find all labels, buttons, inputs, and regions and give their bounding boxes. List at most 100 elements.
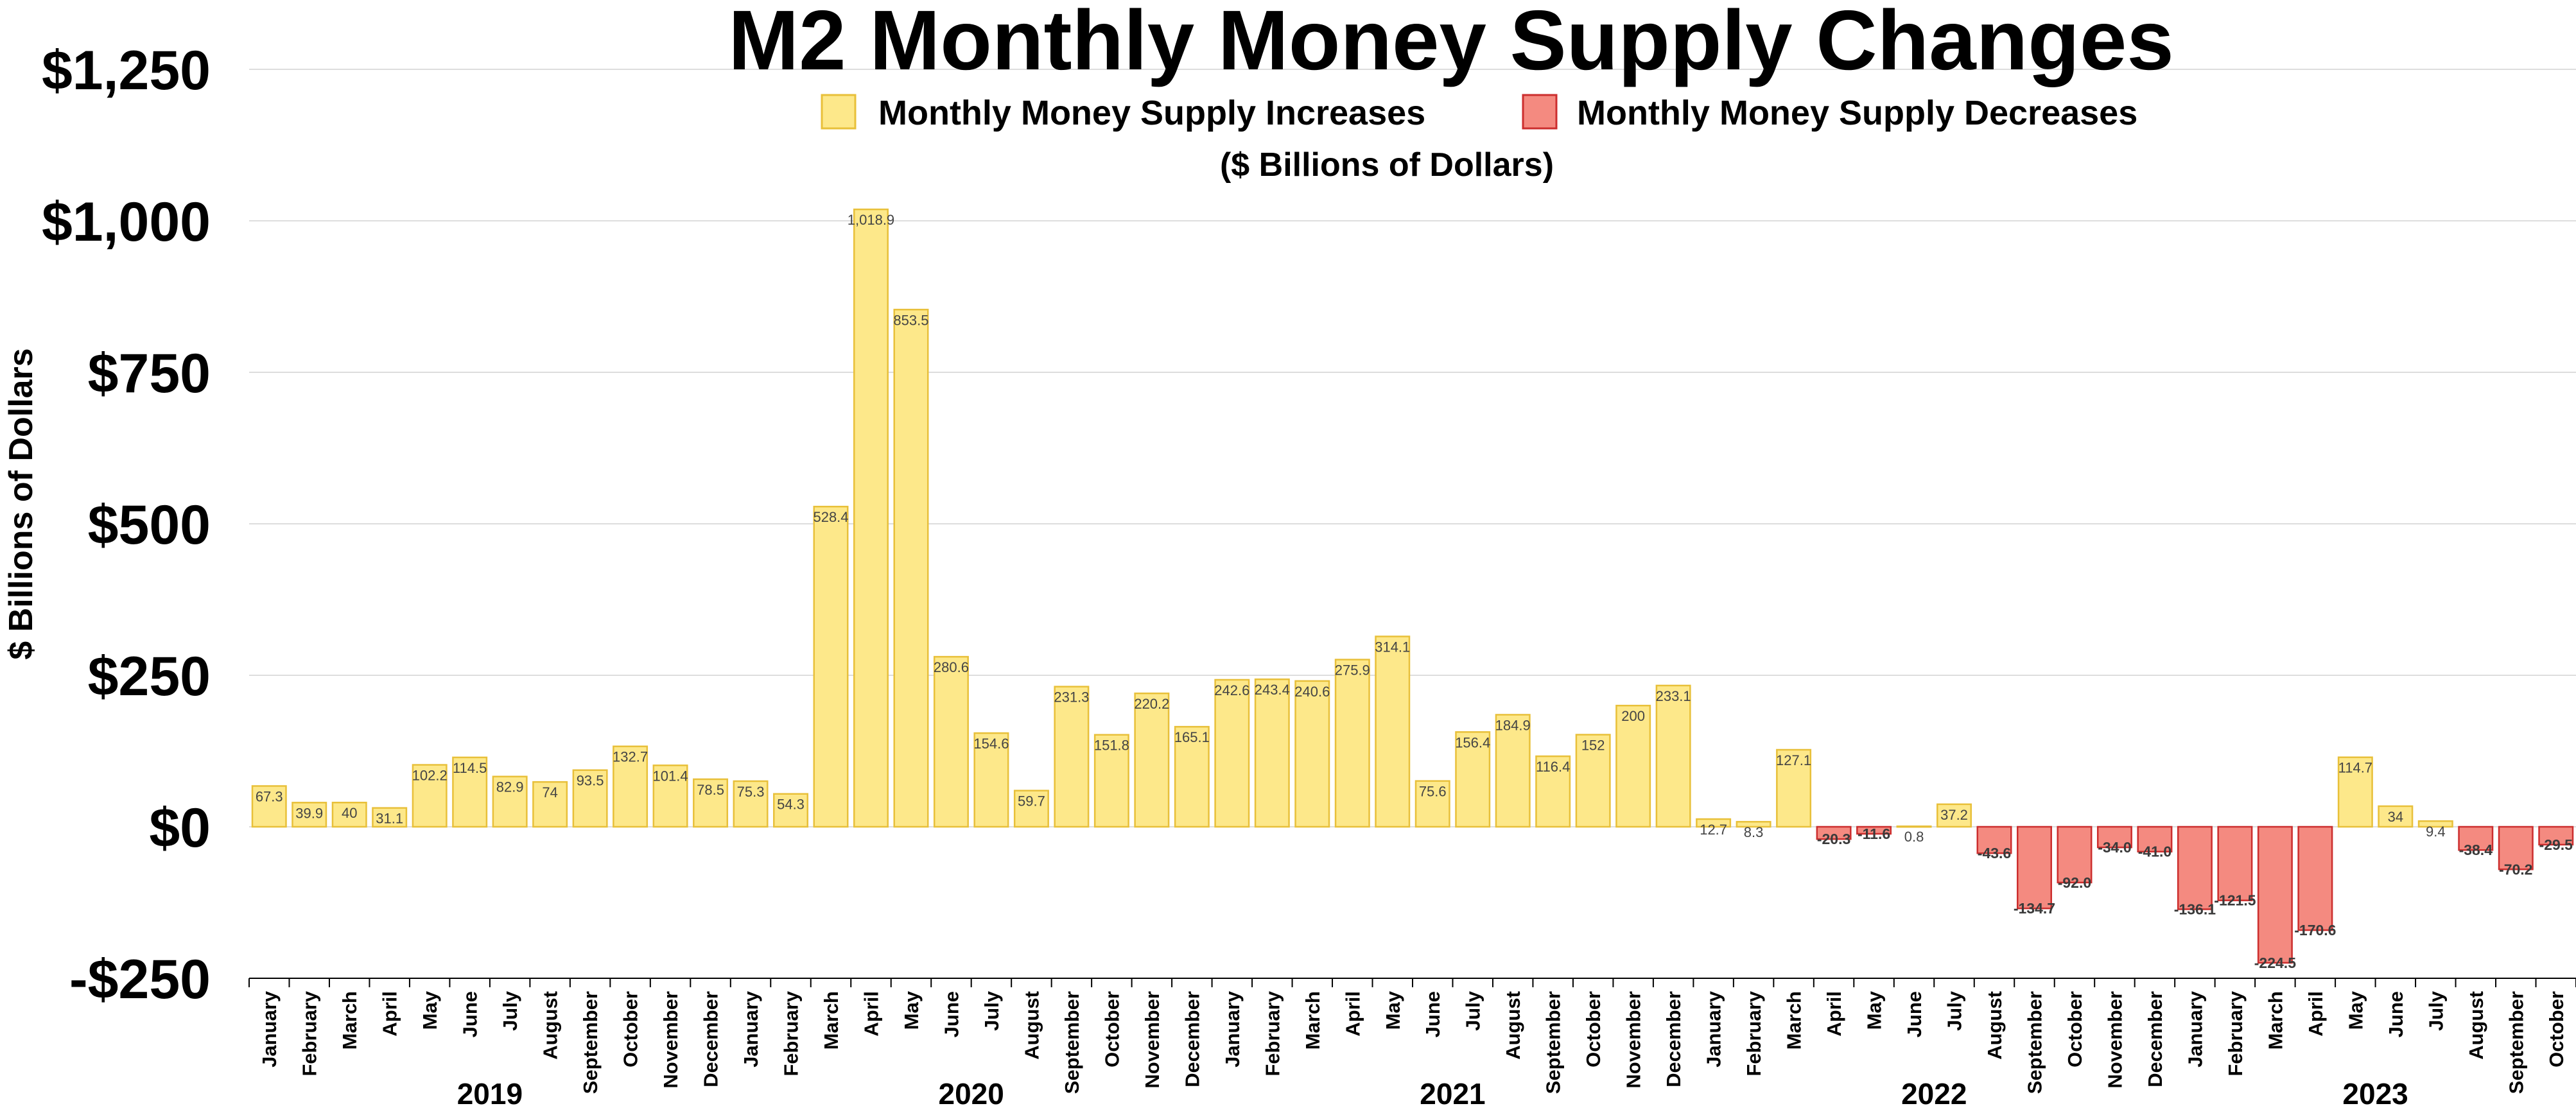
data-labels: 67.3 39.9 40 31.1 102.2 114.5 82.9 74 93.5 132.7 1… (256, 212, 2573, 971)
bar-value-label: 280.6 (934, 659, 969, 675)
bar-value-label: 12.7 (1700, 822, 1727, 838)
x-tick-label: August (539, 991, 562, 1060)
bar-value-label: 93.5 (577, 773, 604, 789)
bar-increase (292, 802, 327, 828)
bar-increase (693, 778, 729, 828)
x-tick-label: January (1221, 990, 1244, 1067)
bar-increase (1455, 731, 1491, 828)
x-tick-label: November (1623, 991, 1645, 1089)
bar-decrease (1856, 825, 1892, 835)
bar-decrease (2057, 825, 2093, 884)
bar-increase (893, 309, 929, 828)
bar-increase (1655, 684, 1691, 828)
x-tick-label: August (2465, 991, 2487, 1060)
x-tick-label: January (2184, 990, 2206, 1067)
bar-value-label: 9.4 (2426, 824, 2446, 840)
bar-value-label: 8.3 (1744, 824, 1764, 840)
bar-value-label: 34 (2388, 809, 2403, 825)
x-tick-label: September (579, 991, 602, 1094)
x-tick-label: July (980, 990, 1003, 1031)
bar-increase (2337, 756, 2373, 828)
bar-value-label: 233.1 (1656, 688, 1691, 704)
bar-increase (1615, 704, 1651, 828)
bar-value-label: 67.3 (256, 788, 283, 804)
bar-value-label: 184.9 (1495, 717, 1531, 733)
bar-value-label: 74 (542, 784, 557, 800)
x-tick-label: May (2344, 990, 2367, 1030)
x-tick-label: October (2064, 991, 2086, 1067)
x-tick-label: April (1341, 991, 1364, 1037)
year-label: 2020 (939, 1077, 1004, 1111)
y-axis-label: $ Billions of Dollars (3, 348, 40, 659)
x-tick-label: March (1301, 991, 1324, 1050)
x-tick-label: January (1703, 990, 1725, 1067)
bar-value-label: 242.6 (1214, 682, 1249, 698)
bar-value-label: 114.7 (2338, 760, 2372, 776)
bar-decrease (2177, 825, 2213, 910)
bar-value-label: -170.6 (2294, 922, 2336, 938)
bar-value-label: 78.5 (697, 782, 724, 798)
bar-value-label: -134.7 (2014, 900, 2055, 917)
bar-value-label: 275.9 (1335, 662, 1370, 679)
x-tick-label: February (1743, 990, 1765, 1076)
bar-decrease (2297, 825, 2333, 931)
bar-increase (1294, 680, 1330, 828)
chart-title: M2 Monthly Money Supply Changes (728, 0, 2173, 87)
bar-increase (412, 764, 448, 828)
x-tick-label: May (419, 990, 441, 1030)
x-tick-label: May (1382, 990, 1404, 1030)
bar-value-label: -43.6 (1978, 845, 2011, 861)
bar-increase (1495, 714, 1531, 828)
x-tick-label: January (258, 990, 281, 1067)
bar-value-label: 37.2 (1940, 807, 1968, 823)
x-tick-label: April (2304, 991, 2327, 1037)
bar-increase (1535, 755, 1571, 828)
y-tick-label: -$250 (69, 949, 211, 1010)
bar-value-label: -34.0 (2098, 839, 2131, 856)
bar-decrease (2137, 825, 2173, 852)
bar-value-label: 82.9 (496, 779, 524, 795)
bar-value-label: 240.6 (1294, 684, 1330, 700)
x-tick-label: November (1141, 991, 1163, 1089)
bar-decrease (1976, 825, 2012, 854)
bar-value-label: 114.5 (453, 760, 487, 776)
bar-increase (1776, 748, 1812, 828)
bar-value-label: 127.1 (1776, 752, 1811, 768)
bar-increase (1414, 780, 1450, 828)
x-tick-label: September (2023, 991, 2046, 1094)
bar-increase (2417, 820, 2453, 828)
x-tick-label: December (700, 991, 722, 1087)
bar-decrease (2498, 825, 2534, 870)
bar-value-label: 154.6 (973, 736, 1009, 752)
bar-value-label: 220.2 (1134, 696, 1169, 712)
year-label: 2023 (2342, 1077, 2408, 1111)
x-tick-label: December (2144, 991, 2166, 1087)
chart-subtitle: ($ Billions of Dollars) (1220, 146, 1554, 184)
year-label: 2021 (1420, 1077, 1485, 1111)
y-tick-label: $750 (88, 343, 211, 404)
x-tick-label: July (499, 990, 521, 1031)
x-tick-label: October (1101, 991, 1123, 1067)
bar-value-label: -224.5 (2254, 955, 2296, 971)
bar-increase (532, 781, 568, 828)
x-tick-label: May (900, 990, 923, 1030)
x-tick-label: March (338, 991, 361, 1050)
bar-increase (2378, 805, 2414, 828)
bar-increase (1174, 725, 1210, 828)
bar-increase (1736, 820, 1771, 828)
bar-value-label: 132.7 (613, 749, 648, 765)
legend-label-increases: Monthly Money Supply Increases (878, 94, 1425, 132)
bar-value-label: -92.0 (2058, 874, 2091, 891)
y-tick-label: $500 (88, 494, 211, 556)
bar-decrease (2257, 825, 2293, 964)
bar-value-label: -38.4 (2459, 842, 2493, 858)
bar-value-label: 31.1 (376, 811, 403, 827)
x-tick-label: March (820, 991, 842, 1050)
bar-value-label: 54.3 (777, 797, 805, 813)
bar-value-label: -121.5 (2214, 892, 2256, 909)
bar-increase (1254, 678, 1290, 828)
bar-increase (773, 793, 809, 828)
bar-value-label: 1,018.9 (848, 212, 894, 228)
